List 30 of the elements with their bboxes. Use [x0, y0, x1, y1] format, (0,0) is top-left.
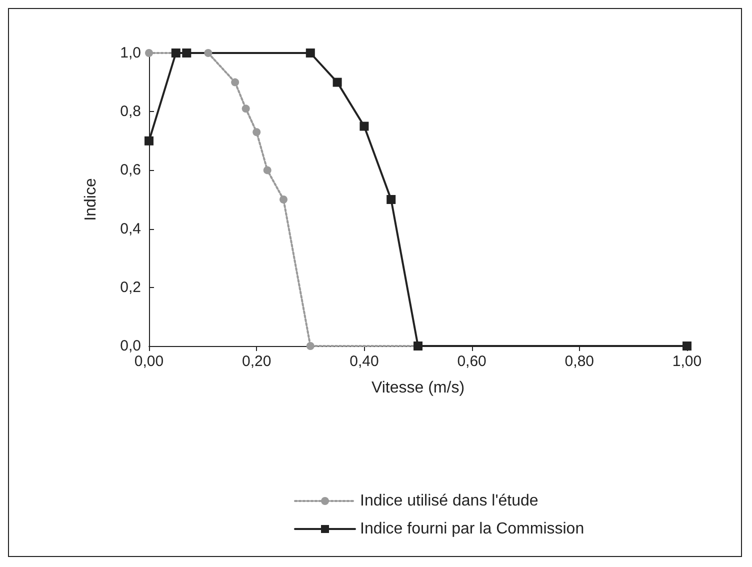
- point: [306, 342, 314, 350]
- legend-label: Indice utilisé dans l'étude: [360, 492, 538, 510]
- y-tick-label: 1,0: [120, 44, 141, 62]
- point: [360, 122, 369, 131]
- x-axis-title: Vitesse (m/s): [371, 380, 465, 396]
- legend-label: Indice fourni par la Commission: [360, 520, 584, 538]
- point: [204, 49, 212, 57]
- x-tick-label: 0,00: [134, 353, 164, 370]
- point: [145, 49, 153, 57]
- y-tick-label: 0,2: [120, 278, 141, 296]
- point: [171, 48, 180, 58]
- point: [280, 196, 288, 204]
- point: [263, 166, 272, 174]
- point: [386, 195, 396, 204]
- x-tick-label: 0,80: [564, 353, 594, 370]
- point: [231, 78, 240, 86]
- point: [144, 136, 154, 146]
- point: [306, 48, 315, 58]
- y-tick-label: 0,6: [120, 162, 141, 179]
- x-tick-label: 1,00: [672, 353, 702, 370]
- point: [252, 128, 261, 136]
- y-tick-label: 0,8: [120, 103, 141, 120]
- point: [242, 104, 250, 113]
- y-tick-label: 0,0: [120, 338, 141, 354]
- x-tick-label: 0,40: [350, 353, 379, 370]
- x-tick-label: 0,20: [242, 353, 272, 370]
- y-axis-title: Indice: [82, 178, 100, 221]
- point: [332, 78, 342, 87]
- y-tick-label: 0,4: [120, 220, 141, 238]
- x-tick-label: 0,60: [457, 353, 486, 370]
